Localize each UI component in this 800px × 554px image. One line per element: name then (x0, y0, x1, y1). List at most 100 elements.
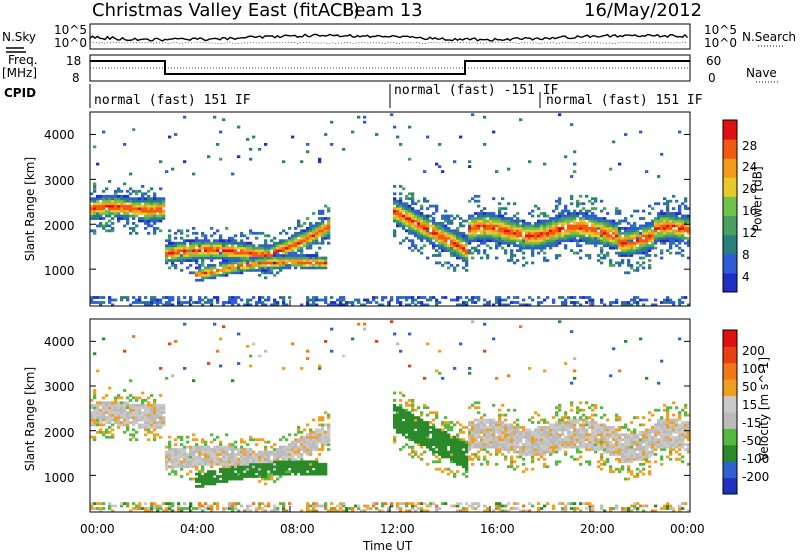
velocity-cell (597, 423, 601, 427)
velocity-cell (558, 320, 562, 324)
velocity-cell (183, 462, 187, 466)
velocity-cell (588, 426, 592, 429)
power-cell (306, 217, 310, 220)
velocity-cell (411, 455, 415, 459)
velocity-cell (198, 445, 202, 449)
velocity-cell (486, 460, 490, 464)
power-cell (468, 231, 472, 235)
velocity-cell (210, 472, 214, 476)
power-cell (126, 296, 130, 299)
velocity-cell (207, 453, 211, 456)
velocity-cell (516, 423, 520, 427)
power-cell (594, 222, 598, 225)
power-cell (558, 254, 562, 257)
power-cell (252, 246, 256, 250)
power-cell (411, 301, 415, 304)
power-cell (90, 214, 94, 218)
power-cell (603, 217, 607, 220)
velocity-cell (231, 450, 235, 454)
velocity-cell (582, 433, 586, 437)
power-cell (174, 246, 178, 250)
power-cell (129, 192, 133, 196)
power-cell (243, 254, 247, 257)
velocity-cell (201, 509, 205, 513)
power-cell (150, 202, 154, 206)
power-cell (174, 259, 178, 262)
velocity-cell (213, 472, 217, 476)
power-cell (531, 224, 535, 228)
velocity-cell (126, 426, 130, 429)
power-cell (321, 227, 325, 230)
power-cell (549, 222, 553, 225)
velocity-cell (477, 435, 481, 439)
power-cell (537, 251, 541, 255)
power-cell (201, 259, 205, 262)
power-cell (564, 209, 568, 213)
velocity-cell (483, 428, 487, 432)
velocity-cell (222, 509, 226, 513)
velocity-cell (459, 455, 463, 459)
velocity-cell (321, 438, 325, 442)
velocity-cell (123, 403, 127, 407)
velocity-cell (273, 462, 277, 466)
velocity-cell (99, 413, 103, 417)
velocity-cell (96, 423, 100, 427)
power-cell (426, 207, 430, 210)
velocity-cell (255, 507, 259, 510)
velocity-cell (213, 448, 217, 451)
velocity-cell (456, 502, 460, 505)
velocity-cell (321, 426, 325, 429)
power-cell (546, 227, 550, 230)
velocity-cell (600, 440, 604, 444)
power-cell (450, 264, 454, 267)
power-cell (273, 266, 277, 270)
power-cell (411, 224, 415, 228)
power-cell (426, 217, 430, 220)
power-cell (438, 236, 442, 240)
power-cell (306, 246, 310, 250)
power-cell (495, 222, 499, 225)
velocity-cell (588, 421, 592, 424)
velocity-cell (147, 421, 151, 424)
velocity-cell (471, 453, 475, 456)
velocity-cell (396, 423, 400, 427)
power-cell (465, 241, 469, 245)
power-cell (195, 231, 199, 235)
power-cell (537, 234, 541, 238)
velocity-cell (315, 448, 319, 451)
power-cell (144, 219, 148, 223)
power-cell (432, 234, 436, 238)
velocity-cell (444, 453, 448, 456)
power-cell (228, 301, 232, 304)
velocity-cell (225, 448, 229, 451)
velocity-cell (321, 440, 325, 444)
velocity-cell (540, 418, 544, 422)
velocity-cell (405, 411, 409, 415)
velocity-cell (501, 423, 505, 427)
velocity-cell (546, 465, 550, 469)
velocity-cell (102, 396, 106, 400)
power-cell (564, 217, 568, 220)
velocity-cell (234, 467, 238, 471)
velocity-cell (111, 401, 115, 405)
velocity-cell (594, 445, 598, 449)
power-cell (324, 231, 328, 235)
power-cell (138, 202, 142, 206)
power-cell (495, 239, 499, 243)
power-cell (246, 266, 250, 270)
power-cell (609, 241, 613, 245)
power-cell (387, 301, 391, 304)
power-cell (453, 269, 457, 272)
power-cell (570, 249, 574, 252)
velocity-cell (333, 507, 337, 510)
power-cell (597, 217, 601, 220)
velocity-cell (417, 406, 421, 410)
velocity-cell (609, 374, 613, 378)
power-cell (147, 303, 151, 307)
velocity-cell (558, 435, 562, 439)
power-cell (612, 219, 616, 223)
power-cell (267, 269, 271, 272)
velocity-cell (591, 438, 595, 442)
velocity-cell (156, 507, 160, 510)
velocity-cell (471, 433, 475, 437)
